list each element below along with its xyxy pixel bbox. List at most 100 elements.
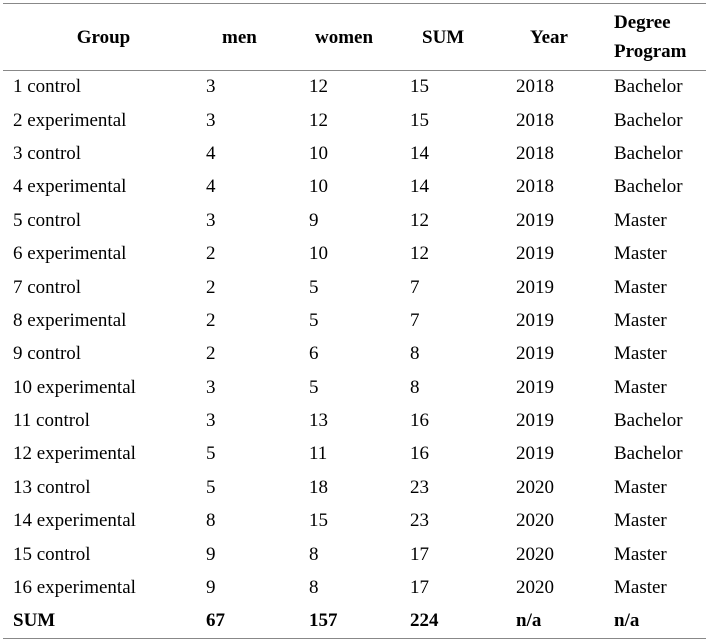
cell-women: 10 xyxy=(309,243,328,265)
cell-year: 2019 xyxy=(516,243,554,265)
cell-women: 5 xyxy=(309,276,319,298)
cell-sum: 15 xyxy=(410,109,429,131)
table-row: 9 control 2 6 8 2019 Master xyxy=(3,338,706,371)
cell-degree-program: Master xyxy=(614,209,667,231)
cell-degree-program: Master xyxy=(614,243,667,265)
cell-women: 6 xyxy=(309,343,319,365)
cell-year: 2019 xyxy=(516,343,554,365)
cell-degree-program: Bachelor xyxy=(614,142,683,164)
cell-group: 13 control xyxy=(13,476,91,498)
table-body: 1 control 3 12 15 2018 Bachelor 2 experimental… xyxy=(3,71,706,639)
cell-year: 2018 xyxy=(516,142,554,164)
cell-men: 3 xyxy=(206,376,216,398)
cell-women: 10 xyxy=(309,142,328,164)
sum-cell-group: SUM xyxy=(3,604,204,639)
cell-year: 2019 xyxy=(516,209,554,231)
cell-men: 5 xyxy=(206,443,216,465)
cell-year: 2020 xyxy=(516,543,554,565)
header-row: Group men women SUM Year Degree Program xyxy=(3,3,706,71)
sum-row: SUM 67 157 224 n/a n/a xyxy=(3,604,706,639)
table-header: Group men women SUM Year Degree Program xyxy=(3,3,706,71)
table-row: 11 control 3 13 16 2019 Bachelor xyxy=(3,404,706,437)
table-row: 14 experimental 8 15 23 2020 Master xyxy=(3,505,706,538)
cell-year: 2019 xyxy=(516,443,554,465)
cell-men: 9 xyxy=(206,577,216,599)
sum-cell-sum: 224 xyxy=(407,604,511,639)
cell-group: 1 control xyxy=(13,76,82,98)
cell-year: 2019 xyxy=(516,309,554,331)
table-row: 3 control 4 10 14 2018 Bachelor xyxy=(3,137,706,170)
cell-sum: 23 xyxy=(410,510,429,532)
cell-women: 12 xyxy=(309,76,328,98)
cell-degree-program: Master xyxy=(614,577,667,599)
header-degree-program-line1: Degree xyxy=(614,12,671,33)
cell-sum: 12 xyxy=(410,243,429,265)
table-row: 8 experimental 2 5 7 2019 Master xyxy=(3,304,706,337)
cell-year: 2019 xyxy=(516,410,554,432)
table-row: 10 experimental 3 5 8 2019 Master xyxy=(3,371,706,404)
cell-group: 15 control xyxy=(13,543,91,565)
cell-sum: 7 xyxy=(410,276,420,298)
cell-women: 15 xyxy=(309,510,328,532)
cell-degree-program: Bachelor xyxy=(614,443,683,465)
cell-group: 2 experimental xyxy=(13,109,127,131)
cell-group: 10 experimental xyxy=(13,376,136,398)
cell-men: 3 xyxy=(206,209,216,231)
cell-sum: 14 xyxy=(410,176,429,198)
header-degree-program: Degree Program xyxy=(609,3,706,71)
cell-men: 2 xyxy=(206,243,216,265)
cell-women: 5 xyxy=(309,376,319,398)
cell-group: 8 experimental xyxy=(13,309,127,331)
cell-degree-program: Bachelor xyxy=(614,176,683,198)
cell-men: 5 xyxy=(206,476,216,498)
header-sum: SUM xyxy=(407,3,511,71)
cell-women: 11 xyxy=(309,443,328,465)
cell-group: 16 experimental xyxy=(13,577,136,599)
table-row: 1 control 3 12 15 2018 Bachelor xyxy=(3,71,706,104)
cell-degree-program: Master xyxy=(614,309,667,331)
cell-year: 2018 xyxy=(516,76,554,98)
cell-group: 11 control xyxy=(13,410,90,432)
cell-group: 3 control xyxy=(13,142,82,164)
cell-women: 13 xyxy=(309,410,328,432)
cell-sum: 8 xyxy=(410,376,420,398)
cell-group: 6 experimental xyxy=(13,243,127,265)
sum-cell-degree-program: n/a xyxy=(609,604,706,639)
cell-degree-program: Master xyxy=(614,510,667,532)
cell-degree-program: Master xyxy=(614,343,667,365)
cell-degree-program: Master xyxy=(614,276,667,298)
cell-men: 8 xyxy=(206,510,216,532)
cell-year: 2019 xyxy=(516,376,554,398)
cell-men: 2 xyxy=(206,309,216,331)
cell-group: 12 experimental xyxy=(13,443,136,465)
table-row: 2 experimental 3 12 15 2018 Bachelor xyxy=(3,104,706,137)
cell-group: 14 experimental xyxy=(13,510,136,532)
table-row: 16 experimental 9 8 17 2020 Master xyxy=(3,571,706,604)
cell-degree-program: Bachelor xyxy=(614,410,683,432)
cell-women: 8 xyxy=(309,543,319,565)
cell-sum: 23 xyxy=(410,476,429,498)
cell-men: 3 xyxy=(206,410,216,432)
table-row: 15 control 9 8 17 2020 Master xyxy=(3,538,706,571)
table-row: 13 control 5 18 23 2020 Master xyxy=(3,471,706,504)
table-row: 5 control 3 9 12 2019 Master xyxy=(3,204,706,237)
table-row: 6 experimental 2 10 12 2019 Master xyxy=(3,237,706,270)
cell-year: 2018 xyxy=(516,109,554,131)
cell-sum: 17 xyxy=(410,577,429,599)
cell-men: 9 xyxy=(206,543,216,565)
cell-sum: 12 xyxy=(410,209,429,231)
cell-group: 5 control xyxy=(13,209,82,231)
cell-sum: 17 xyxy=(410,543,429,565)
header-degree-program-line2: Program xyxy=(614,41,687,62)
cell-degree-program: Master xyxy=(614,376,667,398)
header-group: Group xyxy=(3,3,204,71)
cell-degree-program: Master xyxy=(614,476,667,498)
sum-cell-year: n/a xyxy=(511,604,609,639)
cell-women: 18 xyxy=(309,476,328,498)
cell-sum: 7 xyxy=(410,309,420,331)
cell-degree-program: Bachelor xyxy=(614,76,683,98)
header-women: women xyxy=(307,3,407,71)
cell-women: 8 xyxy=(309,577,319,599)
cell-sum: 15 xyxy=(410,76,429,98)
